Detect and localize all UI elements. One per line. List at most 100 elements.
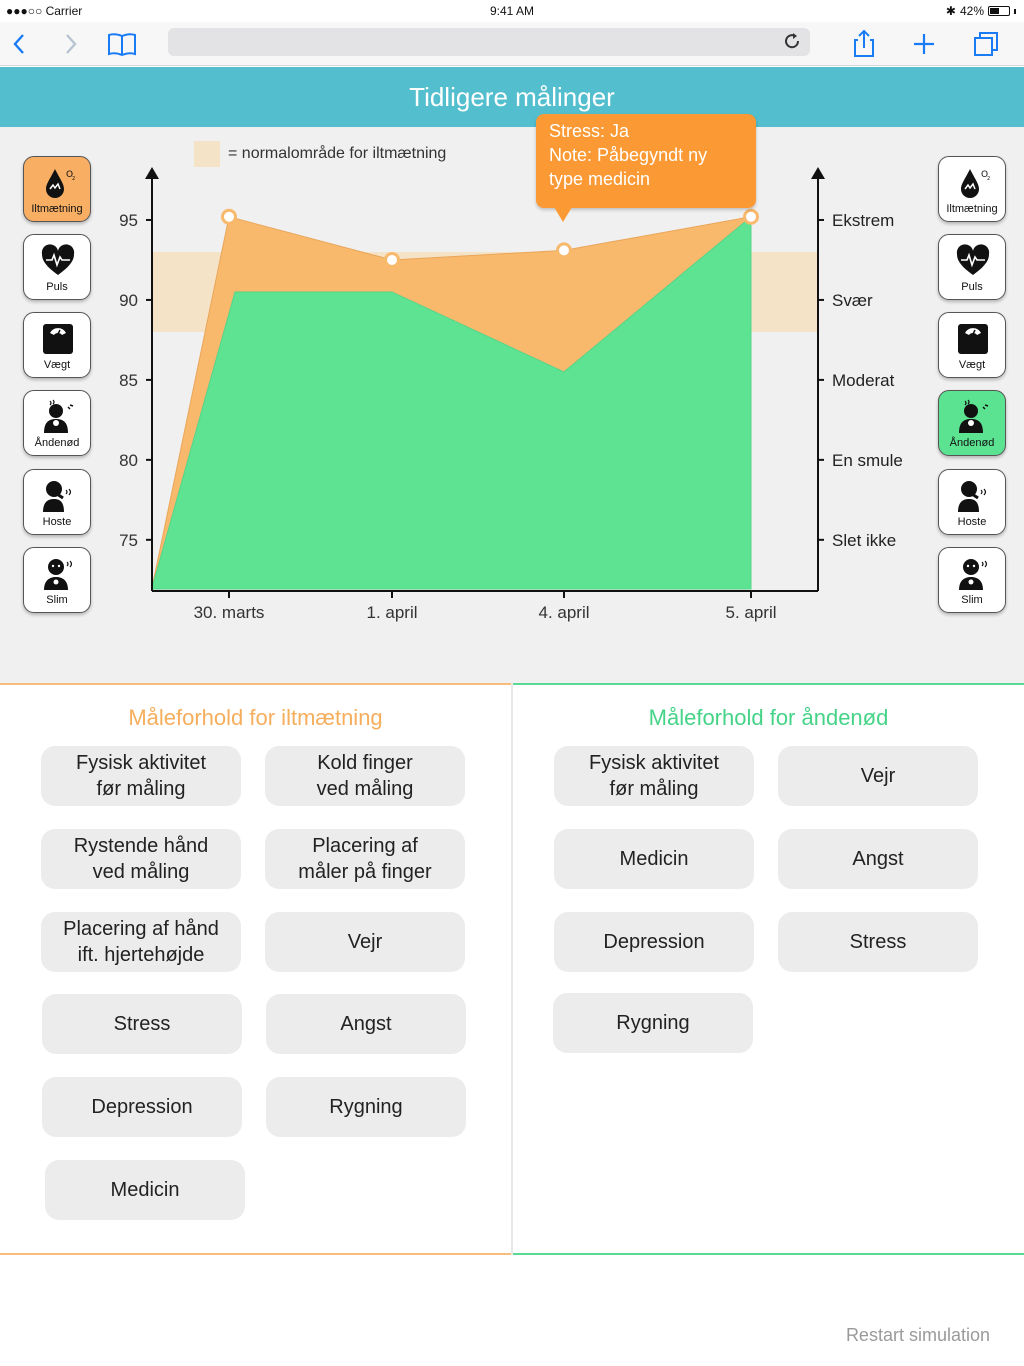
condition-button[interactable]: Vejr xyxy=(265,912,465,972)
right-icon-puls[interactable]: Puls xyxy=(938,234,1006,300)
right-conditions-panel: Måleforhold for åndenød Fysisk aktivitet… xyxy=(513,683,1024,1255)
icon-label: Hoste xyxy=(42,516,72,528)
mucus-person-icon xyxy=(959,559,988,590)
icon-label: Åndenød xyxy=(34,437,80,449)
legend-label: = normalområde for iltmætning xyxy=(228,145,447,162)
icon-label: Slim xyxy=(46,594,68,606)
y-axis-right-arrow xyxy=(811,167,825,179)
breathless-person-icon xyxy=(959,399,989,433)
scale-icon xyxy=(958,324,988,354)
chevron-right-icon[interactable] xyxy=(52,26,88,62)
left-icon-vaegt[interactable]: Vægt xyxy=(23,312,91,378)
chart-legend: = normalområde for iltmætning xyxy=(194,141,446,167)
chevron-left-icon[interactable] xyxy=(2,26,38,62)
svg-text:2: 2 xyxy=(72,176,75,182)
plus-icon[interactable] xyxy=(906,26,942,62)
oxygen-drop-icon: O2 xyxy=(46,169,75,198)
condition-button[interactable]: Rygning xyxy=(553,993,753,1053)
measurement-tooltip: Stress: Ja Note: Påbegyndt ny type medic… xyxy=(536,114,756,222)
condition-button[interactable]: Stress xyxy=(42,994,242,1054)
left-icon-slim[interactable]: Slim xyxy=(23,547,91,613)
restart-simulation-link[interactable]: Restart simulation xyxy=(845,1325,990,1345)
data-point xyxy=(221,208,237,225)
condition-button[interactable]: Vejr xyxy=(778,746,978,806)
condition-button[interactable]: Medicin xyxy=(554,829,754,889)
y-axis-left-arrow xyxy=(145,167,159,179)
svg-text:O: O xyxy=(981,170,988,180)
y-right-tick-label: Moderat xyxy=(832,371,895,390)
left-icon-andenod[interactable]: Åndenød xyxy=(23,390,91,456)
condition-button[interactable]: Rygning xyxy=(266,1077,466,1137)
browser-toolbar xyxy=(0,22,1024,66)
book-icon[interactable] xyxy=(104,26,140,62)
cough-person-icon xyxy=(958,481,987,512)
right-icon-vaegt[interactable]: Vægt xyxy=(938,312,1006,378)
x-tick-label: 1. april xyxy=(366,603,417,622)
svg-text:O: O xyxy=(66,170,73,180)
mucus-person-icon xyxy=(44,559,73,590)
share-icon[interactable] xyxy=(846,26,882,62)
data-point xyxy=(743,208,759,225)
scale-icon xyxy=(43,324,73,354)
chart-area: 95 90 85 80 75 Ekstrem Svær Moderat En smule Slet… xyxy=(0,114,1024,683)
panel-title-iltmaetning: Måleforhold for iltmætning xyxy=(128,705,383,730)
y-tick-label: 95 xyxy=(119,211,138,230)
battery-icon xyxy=(988,6,1010,16)
condition-button[interactable]: Fysisk aktivitet før måling xyxy=(554,746,754,806)
condition-button[interactable]: Angst xyxy=(266,994,466,1054)
condition-button[interactable]: Placering af måler på finger xyxy=(265,829,465,889)
status-bar: ●●●○○ Carrier 9:41 AM ✱ 42% xyxy=(0,0,1024,22)
right-icon-slim[interactable]: Slim xyxy=(938,547,1006,613)
heart-pulse-icon xyxy=(41,244,75,275)
panel-divider xyxy=(511,683,513,1255)
cough-person-icon xyxy=(43,481,72,512)
condition-button[interactable]: Angst xyxy=(778,829,978,889)
breathless-person-icon xyxy=(44,399,74,433)
left-conditions-panel: Måleforhold for iltmætning Fysisk aktivi… xyxy=(0,683,511,1255)
clock: 9:41 AM xyxy=(489,4,535,18)
icon-label: Vægt xyxy=(43,359,71,371)
tooltip-note: Note: Påbegyndt ny xyxy=(549,145,708,165)
x-tick-label: 5. april xyxy=(725,603,776,622)
normal-range-swatch xyxy=(194,141,220,167)
icon-label: Puls xyxy=(961,281,983,293)
tooltip-stress: Stress: Ja xyxy=(549,121,630,141)
carrier-label: ●●●○○ Carrier xyxy=(6,4,83,18)
icon-label: Åndenød xyxy=(949,437,995,449)
y-tick-label: 80 xyxy=(119,451,138,470)
battery-percent: 42% xyxy=(959,4,984,18)
tabs-icon[interactable] xyxy=(968,26,1004,62)
y-right-tick-label: Slet ikke xyxy=(832,531,896,550)
page-title: Tidligere målinger xyxy=(0,67,1024,127)
bluetooth-icon: ✱ xyxy=(945,4,956,18)
right-icon-hoste[interactable]: Hoste xyxy=(938,469,1006,535)
x-tick-label: 4. april xyxy=(538,603,589,622)
condition-button[interactable]: Fysisk aktivitet før måling xyxy=(41,746,241,806)
icon-label: Iltmætning xyxy=(946,203,998,215)
condition-button[interactable]: Rystende hånd ved måling xyxy=(41,829,241,889)
heart-pulse-icon xyxy=(956,244,990,275)
x-tick-label: 30. marts xyxy=(194,603,265,622)
left-icon-puls[interactable]: Puls xyxy=(23,234,91,300)
data-point xyxy=(556,242,572,259)
left-icon-hoste[interactable]: Hoste xyxy=(23,469,91,535)
oxygen-drop-icon: O2 xyxy=(961,169,990,198)
data-point xyxy=(384,251,400,268)
y-tick-label: 90 xyxy=(119,291,138,310)
panel-title-andenod: Måleforhold for åndenød xyxy=(648,705,889,730)
condition-button[interactable]: Stress xyxy=(778,912,978,972)
y-tick-label: 85 xyxy=(119,371,138,390)
svg-text:2: 2 xyxy=(987,176,990,182)
condition-button[interactable]: Medicin xyxy=(45,1160,245,1220)
condition-button[interactable]: Placering af hånd ift. hjertehøjde xyxy=(41,912,241,972)
right-icon-andenod[interactable]: Åndenød xyxy=(938,390,1006,456)
reload-icon[interactable] xyxy=(784,30,802,57)
url-bar[interactable] xyxy=(168,28,810,56)
condition-button[interactable]: Depression xyxy=(42,1077,242,1137)
condition-button[interactable]: Kold finger ved måling xyxy=(265,746,465,806)
condition-button[interactable]: Depression xyxy=(554,912,754,972)
area-chart: 95 90 85 80 75 Ekstrem Svær Moderat En smule Slet… xyxy=(119,167,903,622)
